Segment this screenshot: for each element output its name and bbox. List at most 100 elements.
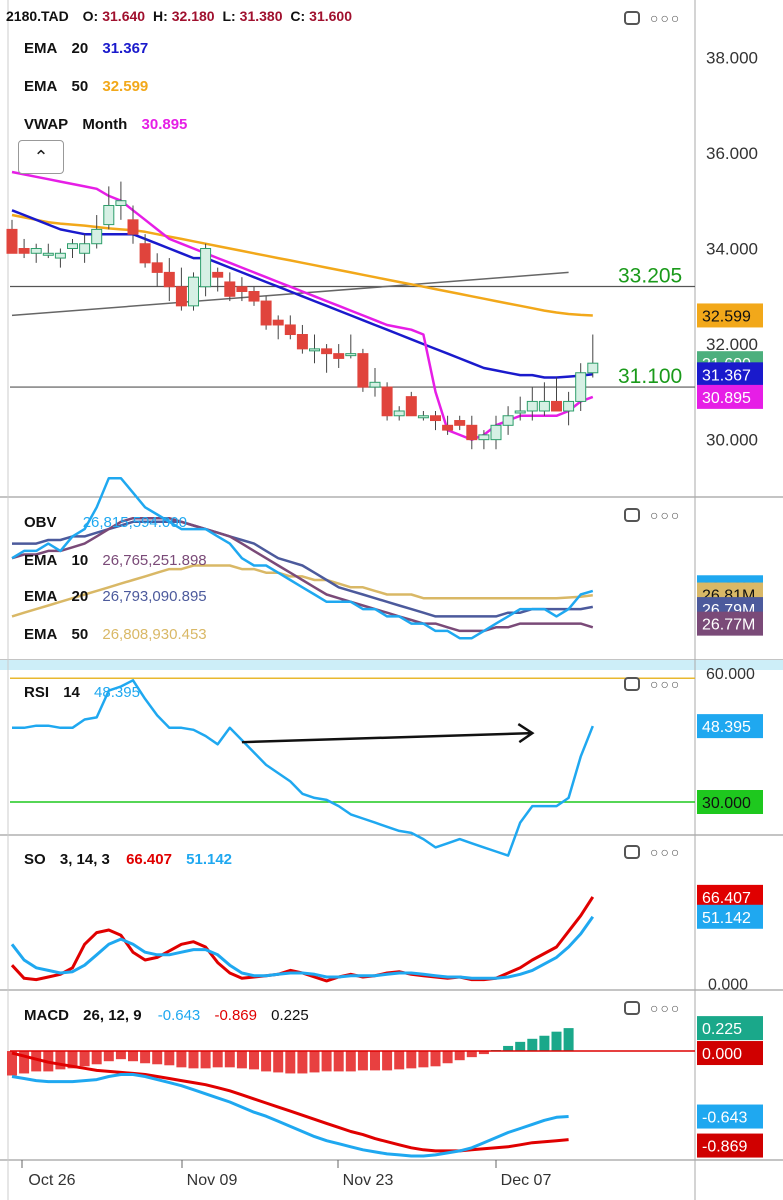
- macd-zero-tag: 0.000: [702, 1046, 742, 1063]
- candle: [502, 415, 514, 426]
- candle: [454, 420, 466, 426]
- candle: [236, 286, 248, 293]
- more-icon[interactable]: ○○○: [650, 507, 682, 523]
- so-zero-label: 0.000: [708, 976, 748, 993]
- candle: [6, 228, 18, 254]
- window-icon[interactable]: [624, 11, 640, 25]
- ema50-legend[interactable]: EMA 50 32.599: [24, 78, 152, 95]
- obv-ema20-legend[interactable]: EMA 20 26,793,090.895: [24, 588, 211, 605]
- macd-histogram-bar: [309, 1051, 320, 1073]
- obv-ema50-period: 50: [71, 626, 89, 643]
- candle: [54, 252, 66, 259]
- more-icon[interactable]: ○○○: [650, 844, 682, 860]
- obv-ema10-line: [11, 516, 594, 633]
- candle: [357, 353, 369, 388]
- candle: [163, 271, 175, 288]
- candle: [393, 410, 405, 417]
- candle: [587, 362, 599, 374]
- x-tick-label: Dec 07: [501, 1172, 552, 1189]
- macd-params: 26, 12, 9: [83, 1007, 142, 1024]
- trend-arrow-head: [517, 723, 535, 744]
- candle: [417, 415, 429, 419]
- macd-toolbar: ○○○: [624, 1000, 681, 1016]
- vwap-label: VWAP: [24, 116, 69, 133]
- vwap-line: [11, 170, 594, 441]
- chevron-up-icon: ⌃: [33, 146, 49, 167]
- macd-histogram-bar: [539, 1035, 550, 1052]
- y-tick-label: 36.000: [706, 144, 758, 163]
- candle: [103, 204, 115, 226]
- macd-legend[interactable]: MACD 26, 12, 9 -0.643 -0.869 0.225: [24, 1007, 313, 1024]
- vwap-legend[interactable]: VWAP Month 30.895: [24, 116, 191, 133]
- x-tick-label: Nov 09: [187, 1172, 238, 1189]
- macd-histogram-bar: [406, 1051, 417, 1069]
- macd-histogram-bar: [152, 1051, 163, 1065]
- ema20-period: 20: [71, 40, 89, 57]
- macd-histogram-bar: [370, 1051, 380, 1071]
- obv-legend[interactable]: OBV 26,815,594.000: [24, 514, 191, 531]
- open-value: 31.640: [102, 8, 146, 24]
- high-value: 32.180: [171, 8, 215, 24]
- open-label: O:: [82, 8, 99, 24]
- more-icon[interactable]: ○○○: [650, 676, 682, 692]
- macd-histogram-bar: [249, 1051, 259, 1070]
- ema20-label: EMA: [24, 40, 58, 57]
- ema20-legend[interactable]: EMA 20 31.367: [24, 40, 152, 57]
- obv-ema10-label: EMA: [24, 552, 58, 569]
- obv-ema50-legend[interactable]: EMA 50 26,808,930.453: [24, 626, 211, 643]
- macd-histogram-bar: [478, 1051, 489, 1055]
- macd-histogram-bar: [442, 1051, 453, 1064]
- window-icon[interactable]: [624, 1001, 640, 1015]
- macd-histogram-bar: [91, 1051, 102, 1065]
- rsi-level-tag: 30.000: [702, 795, 751, 812]
- so-k-tag: 66.407: [702, 890, 751, 907]
- rsi-level-tag-bg: [697, 790, 763, 814]
- so-d-value: 51.142: [186, 851, 233, 868]
- macd-line: [11, 1073, 569, 1158]
- macd-histogram-bar: [454, 1051, 465, 1061]
- candle: [272, 319, 284, 326]
- rsi-legend[interactable]: RSI 14 48.395: [24, 684, 144, 701]
- macd-histogram-bar: [176, 1051, 187, 1068]
- candle: [139, 243, 151, 264]
- macd-histogram-bar: [297, 1051, 308, 1074]
- window-icon[interactable]: [624, 508, 640, 522]
- macd-hist-tag-bg: [697, 1016, 763, 1041]
- rsi-price-tag: 48.395: [702, 719, 751, 736]
- candle: [369, 381, 381, 388]
- window-icon[interactable]: [624, 677, 640, 691]
- ema50-label: EMA: [24, 78, 58, 95]
- trend-line: [11, 271, 569, 317]
- macd-histogram-bar: [79, 1051, 90, 1067]
- macd-histogram-bar: [333, 1051, 344, 1072]
- candle: [381, 386, 393, 417]
- macd-histogram-bar: [515, 1041, 526, 1052]
- rsi-line: [12, 679, 594, 857]
- more-icon[interactable]: ○○○: [650, 10, 682, 26]
- rsi-level-label: 60.000: [706, 666, 755, 683]
- rsi-price-tag-bg: [697, 714, 763, 739]
- candle: [333, 353, 345, 359]
- more-icon[interactable]: ○○○: [650, 1000, 682, 1016]
- y-tick-label: 32.000: [706, 335, 758, 354]
- macd-histogram-bar: [273, 1051, 284, 1073]
- high-label: H:: [152, 8, 168, 24]
- collapse-legend-button[interactable]: ⌃: [18, 140, 64, 174]
- ema20-value: 31.367: [102, 40, 149, 57]
- price-tag-bg: [697, 384, 763, 409]
- macd-histogram-bar: [140, 1051, 151, 1064]
- macd-signal-value: -0.869: [214, 1007, 257, 1024]
- candle: [514, 410, 526, 414]
- low-label: L:: [222, 8, 236, 24]
- candle: [551, 400, 562, 412]
- obv-ema10-legend[interactable]: EMA 10 26,765,251.898: [24, 552, 211, 569]
- window-icon[interactable]: [624, 845, 640, 859]
- macd-histogram-bar: [466, 1051, 477, 1058]
- so-k-line: [10, 896, 595, 983]
- obv-ema50-label: EMA: [24, 626, 58, 643]
- so-d-line: [10, 915, 595, 980]
- so-legend[interactable]: SO 3, 14, 3 66.407 51.142: [24, 851, 236, 868]
- macd-histogram-bar: [19, 1051, 30, 1074]
- panel-gap: [0, 660, 783, 670]
